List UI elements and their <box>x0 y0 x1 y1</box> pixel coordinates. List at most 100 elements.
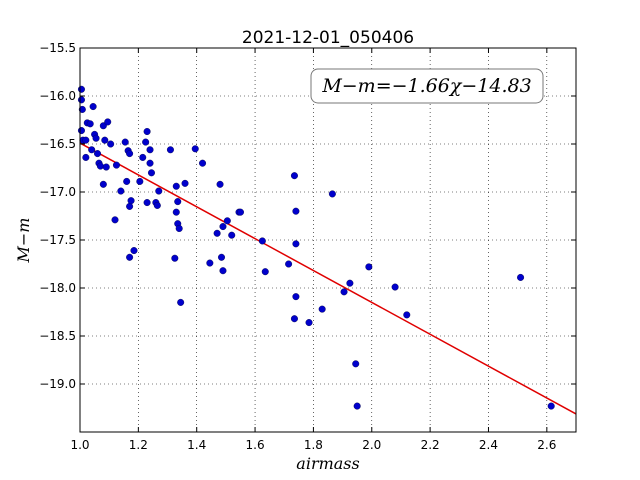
data-point <box>127 197 135 205</box>
x-tick-label: 2.4 <box>479 438 498 452</box>
data-point <box>206 259 214 267</box>
y-tick-label: −17.0 <box>39 185 76 199</box>
data-point <box>290 315 298 323</box>
data-point <box>352 360 360 368</box>
data-point <box>191 145 199 153</box>
data-point <box>353 402 361 410</box>
chart-title: 2021-12-01_050406 <box>242 28 414 48</box>
data-point <box>517 273 525 281</box>
data-point <box>219 267 227 275</box>
data-point <box>172 182 180 190</box>
data-point <box>89 103 97 111</box>
data-point <box>365 263 373 271</box>
fit-line-group <box>79 142 577 415</box>
data-point <box>126 150 134 158</box>
data-point <box>292 240 300 248</box>
data-point <box>111 216 119 224</box>
data-point <box>146 159 154 167</box>
data-point <box>172 208 180 216</box>
data-point <box>181 179 189 187</box>
y-tick-label: −16.0 <box>39 89 76 103</box>
data-point <box>126 253 134 261</box>
data-point <box>101 136 109 144</box>
x-tick-label: 1.6 <box>246 438 265 452</box>
x-tick-label: 1.4 <box>187 438 206 452</box>
data-point <box>171 254 179 262</box>
data-point <box>199 159 207 167</box>
data-point <box>77 96 85 104</box>
x-tick-label: 1.0 <box>70 438 89 452</box>
data-point <box>153 201 161 209</box>
data-point <box>96 162 104 170</box>
data-point <box>123 177 131 185</box>
y-tick-labels: −15.5 −16.0 −16.5 −17.0 −17.5 −18.0 −18.5 −19.0 <box>39 41 76 391</box>
data-point <box>107 140 115 148</box>
data-point <box>147 169 155 177</box>
data-point <box>177 298 185 306</box>
data-point <box>223 217 231 225</box>
data-point <box>166 146 174 154</box>
data-point <box>391 283 399 291</box>
data-point <box>130 247 138 255</box>
data-point <box>290 172 298 180</box>
x-tick-label: 2.0 <box>362 438 381 452</box>
x-tick-label: 1.8 <box>304 438 323 452</box>
y-tick-label: −17.5 <box>39 233 76 247</box>
fit-annotation: M−m=−1.66χ−14.83 <box>310 68 544 104</box>
data-point <box>142 138 150 146</box>
data-point <box>219 223 227 231</box>
data-point <box>77 85 85 93</box>
data-point <box>136 177 144 185</box>
data-point <box>78 105 86 113</box>
data-point <box>82 136 90 144</box>
fit-line <box>79 142 577 415</box>
data-point <box>213 229 221 237</box>
data-point <box>547 402 555 410</box>
data-point <box>261 268 269 276</box>
data-point <box>328 190 336 198</box>
y-tick-label: −16.5 <box>39 137 76 151</box>
data-point <box>292 207 300 215</box>
data-point <box>102 163 110 171</box>
data-point <box>340 288 348 296</box>
x-tick-label: 2.6 <box>537 438 556 452</box>
data-point <box>92 134 100 142</box>
data-point <box>82 153 90 161</box>
data-point <box>228 231 236 239</box>
data-point <box>285 260 293 268</box>
annotation-box <box>310 68 544 104</box>
data-point <box>292 293 300 301</box>
data-point <box>143 128 151 136</box>
data-point <box>117 187 125 195</box>
data-point <box>139 153 147 161</box>
data-point <box>174 198 182 206</box>
data-point <box>318 305 326 313</box>
data-point <box>86 120 94 128</box>
y-tick-label: −19.0 <box>39 377 76 391</box>
data-point <box>121 138 129 146</box>
data-point <box>258 237 266 245</box>
data-point <box>216 180 224 188</box>
data-point <box>146 146 154 154</box>
data-point <box>155 187 163 195</box>
y-tick-label: −18.5 <box>39 329 76 343</box>
x-tick-label: 1.2 <box>129 438 148 452</box>
data-point <box>346 279 354 287</box>
annotation-text: M−m=−1.66χ−14.83 <box>321 75 531 97</box>
data-point <box>236 208 244 216</box>
data-point <box>88 146 96 154</box>
data-point <box>104 118 112 126</box>
x-tick-label: 2.2 <box>421 438 440 452</box>
data-point <box>77 127 85 135</box>
data-point <box>218 253 226 261</box>
data-point <box>305 319 313 327</box>
data-point <box>175 224 183 232</box>
data-point <box>143 199 151 207</box>
data-points <box>77 85 555 410</box>
axis-ticks <box>79 47 576 432</box>
data-point <box>99 180 107 188</box>
data-point <box>126 202 134 210</box>
data-point <box>112 161 120 169</box>
